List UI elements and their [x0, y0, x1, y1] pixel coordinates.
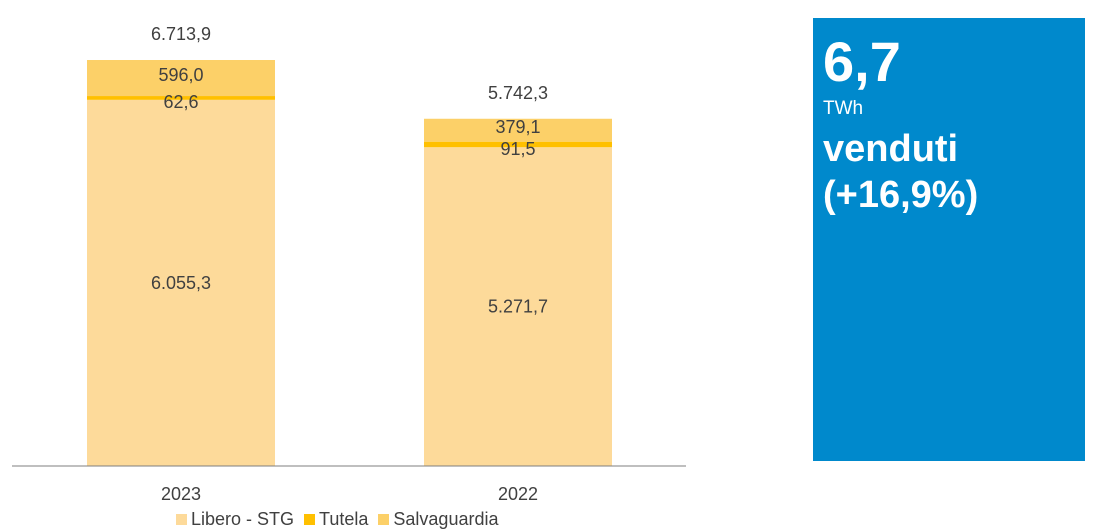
kpi-panel: 6,7 TWh venduti (+16,9%) [813, 18, 1085, 461]
data-label-libero-stg-2023: 6.055,3 [151, 273, 211, 293]
bar-salvaguardia-2023 [87, 60, 275, 97]
data-label-salvaguardia-2022: 379,1 [495, 117, 540, 137]
bar-tutela-2023 [87, 96, 275, 100]
data-label-total-2023: 6.713,9 [151, 24, 211, 44]
bar-salvaguardia-2022 [424, 118, 612, 142]
legend-swatch-salvaguardia [378, 513, 390, 525]
legend-label-libero: Libero - STG [191, 508, 295, 529]
stacked-bar-chart: 6.055,3 596,0 62,6 6.713,9 2023 5.271,7 379,19… [12, 24, 686, 504]
data-label-total-2022: 5.742,3 [488, 83, 548, 103]
x-tick-label-2022: 2022 [498, 484, 538, 504]
legend-item-libero: Libero - STG [176, 509, 294, 530]
legend-label-tutela: Tutela [319, 508, 369, 529]
legend-swatch-libero [176, 513, 187, 525]
data-label-salvaguardia-2023: 596,0 [158, 65, 203, 85]
data-label-tutela-2022: 91,5 [500, 139, 535, 159]
legend-item-salvaguardia: Salvaguardia [378, 509, 498, 530]
legend-swatch-tutela [304, 513, 316, 525]
kpi-value: 6,7 [823, 30, 901, 93]
kpi-change: (+16,9%) [823, 174, 979, 216]
kpi-label: venduti [823, 128, 959, 170]
bar-libero-stg-2023 [87, 99, 275, 466]
bar-libero-stg-2022 [424, 147, 612, 466]
x-tick-label-2023: 2023 [161, 484, 201, 504]
legend-item-tutela: Tutela [304, 509, 368, 530]
kpi-unit: TWh [823, 98, 864, 119]
bar-tutela-2022 [424, 141, 612, 148]
data-label-libero-stg-2022: 5.271,7 [488, 297, 548, 317]
bars-layer [87, 60, 612, 466]
legend: Libero - STG Tutela Salvaguardia [176, 508, 502, 530]
labels-layer: 6.055,3 596,0 62,6 6.713,9 2023 5.271,7 379,19… [151, 24, 548, 504]
data-label-tutela-2023: 62,6 [163, 92, 198, 112]
legend-label-salvaguardia: Salvaguardia [393, 508, 499, 529]
